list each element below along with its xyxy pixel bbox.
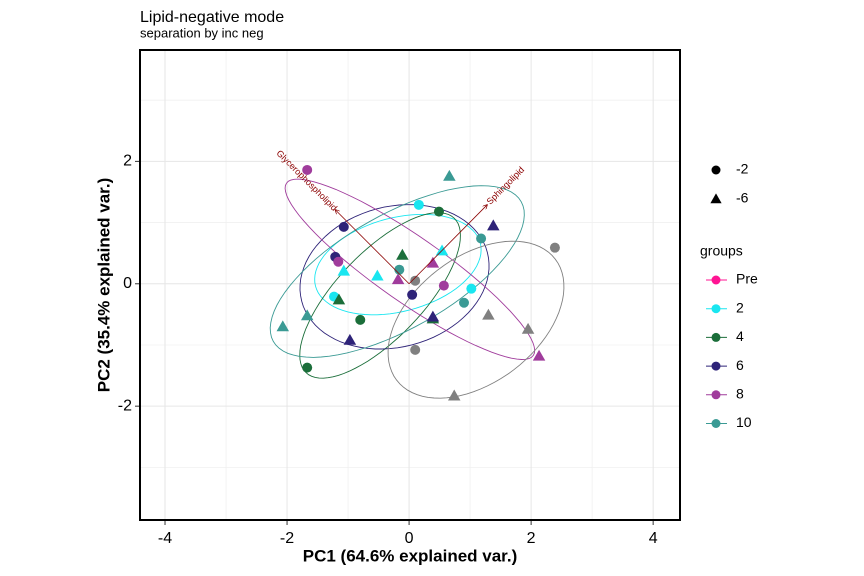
arrow-label: Glycerophospholipid — [274, 148, 339, 213]
data-point — [410, 275, 421, 286]
data-point — [413, 199, 424, 210]
data-point — [394, 264, 405, 275]
data-point — [410, 344, 421, 355]
chart-subtitle: separation by inc neg — [140, 25, 264, 40]
data-point — [466, 283, 477, 294]
data-point — [276, 320, 290, 332]
data-point — [332, 293, 346, 305]
group-ellipse — [387, 240, 565, 399]
x-tick-label: 2 — [527, 530, 536, 547]
legend-marker — [711, 332, 721, 342]
legend-label: 10 — [736, 414, 752, 430]
data-point — [338, 221, 349, 232]
x-tick-label: -4 — [158, 530, 172, 547]
data-point — [391, 273, 405, 285]
panel-border — [139, 49, 681, 521]
data-point — [355, 314, 366, 325]
legend-shape — [711, 165, 721, 175]
data-point — [532, 349, 546, 361]
legend-title: groups — [700, 243, 743, 259]
legend-marker — [711, 304, 721, 314]
x-tick-label: 0 — [405, 530, 414, 547]
data-point — [433, 206, 444, 217]
legend-marker — [711, 419, 721, 428]
y-tick-label: -2 — [118, 397, 132, 414]
group-ellipse — [314, 213, 482, 316]
legend-shape — [710, 193, 722, 204]
group-ellipse — [269, 185, 525, 358]
loading-arrow — [408, 205, 487, 285]
data-point — [396, 248, 409, 260]
y-tick-label: 0 — [123, 275, 132, 292]
data-point — [447, 389, 461, 401]
loading-arrow — [335, 210, 410, 285]
legend-marker — [711, 390, 721, 400]
data-point — [549, 242, 560, 253]
data-point — [521, 322, 535, 334]
data-point — [333, 256, 344, 267]
legend-marker — [711, 361, 721, 371]
data-point — [487, 219, 500, 231]
legend-label: 4 — [736, 328, 744, 344]
x-axis-title: PC1 (64.6% explained var.) — [303, 546, 518, 565]
data-point — [371, 269, 384, 281]
data-point — [426, 256, 440, 268]
data-point — [337, 264, 351, 276]
data-point — [302, 164, 313, 175]
data-point — [482, 308, 495, 320]
chart-title: Lipid-negative mode — [140, 9, 284, 26]
data-point — [459, 297, 469, 308]
legend-label: -2 — [736, 161, 749, 177]
data-point — [407, 289, 418, 300]
legend-marker — [711, 275, 721, 285]
data-point — [300, 309, 314, 321]
x-tick-label: 4 — [649, 530, 658, 547]
data-point — [426, 310, 440, 322]
legend-label: 8 — [736, 386, 744, 402]
y-tick-label: 2 — [123, 153, 132, 170]
data-point — [476, 233, 487, 244]
legend-label: 6 — [736, 357, 744, 373]
legend-label: Pre — [736, 271, 758, 287]
legend-label: 2 — [736, 299, 744, 315]
group-ellipse — [299, 204, 490, 350]
x-tick-label: -2 — [280, 530, 294, 547]
data-point — [443, 169, 456, 181]
data-point — [438, 280, 449, 291]
group-ellipse — [284, 178, 536, 360]
data-point — [302, 362, 313, 373]
y-axis-title: PC2 (35.4% explained var.) — [94, 178, 113, 393]
legend-label: -6 — [736, 190, 749, 206]
data-point — [343, 333, 357, 345]
